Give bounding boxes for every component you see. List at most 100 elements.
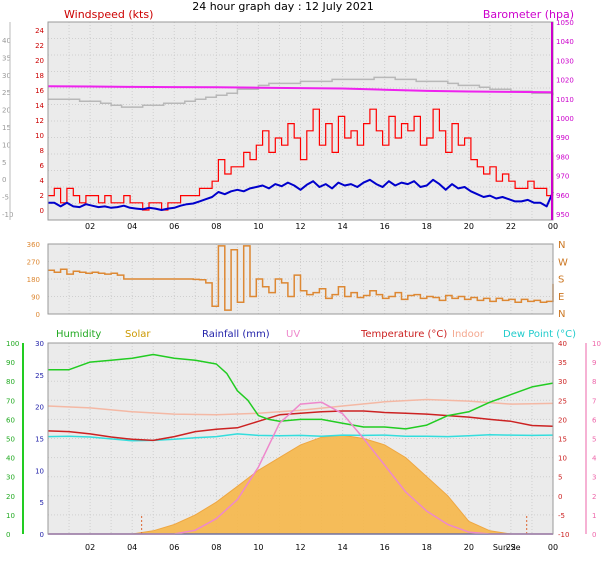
winddir-line bbox=[48, 245, 554, 311]
dew-point-line bbox=[47, 433, 554, 442]
humidity-axis-tick-label: 40 bbox=[6, 455, 15, 463]
temperature-axis-tick-label: 15 bbox=[558, 436, 567, 444]
x-tick-label: 16 bbox=[380, 543, 390, 552]
windspeed-axis-title: Windspeed (kts) bbox=[64, 8, 153, 21]
legend-item: Humidity bbox=[56, 329, 101, 340]
uv-axis-tick-label: 2 bbox=[592, 493, 596, 501]
uv-line bbox=[48, 401, 553, 535]
rain-axis-tick-label: 20 bbox=[35, 404, 44, 412]
outer-tick-label: 20 bbox=[2, 107, 11, 115]
uv-axis-tick-label: 1 bbox=[592, 512, 596, 520]
outer-tick-label: -10 bbox=[2, 211, 13, 219]
x-tick-label: 06 bbox=[169, 543, 179, 552]
windspeed-tick-label: 22 bbox=[35, 42, 44, 50]
x-tick-label: 02 bbox=[85, 222, 95, 231]
temperature-axis-tick-label: -5 bbox=[558, 512, 565, 520]
outer-tick-label: 0 bbox=[2, 176, 6, 184]
uv-axis-tick-label: 6 bbox=[592, 416, 597, 424]
x-tick-label: 00 bbox=[548, 543, 558, 552]
temperature-axis-tick-label: 20 bbox=[558, 416, 567, 424]
windspeed-tick-label: 0 bbox=[40, 207, 44, 215]
x-tick-label: 22 bbox=[506, 543, 516, 552]
outer-tick-label: 15 bbox=[2, 124, 11, 132]
x-tick-label: 00 bbox=[548, 222, 558, 231]
legend-item: Rainfall (mm) bbox=[202, 329, 270, 340]
barometer-tick-label: 960 bbox=[556, 192, 569, 200]
chart-title: 24 hour graph day : 12 July 2021 bbox=[192, 0, 374, 13]
rain-axis-tick-label: 30 bbox=[35, 340, 44, 348]
temperature-line bbox=[47, 410, 554, 442]
x-tick-label: 12 bbox=[295, 222, 305, 231]
windspeed-tick-label: 6 bbox=[40, 162, 45, 170]
temperature-axis-tick-label: 40 bbox=[558, 340, 567, 348]
windspeed-tick-label: 12 bbox=[35, 117, 44, 125]
wind-average-line bbox=[48, 178, 554, 211]
windspeed-tick-label: 4 bbox=[40, 177, 45, 185]
winddir-tick-label: 180 bbox=[27, 276, 40, 284]
x-tick-label: 08 bbox=[211, 222, 221, 231]
windspeed-tick-label: 8 bbox=[40, 147, 44, 155]
windspeed-tick-label: 20 bbox=[35, 57, 44, 65]
barometer-tick-label: 990 bbox=[556, 134, 569, 142]
rain-axis-tick-label: 15 bbox=[35, 436, 44, 444]
indoor-pressure-line bbox=[48, 76, 554, 108]
windspeed-tick-label: 16 bbox=[35, 87, 44, 95]
x-tick-label: 06 bbox=[169, 222, 179, 231]
barometer-tick-label: 1040 bbox=[556, 38, 574, 46]
windspeed-line bbox=[48, 108, 554, 211]
outer-tick-label: -5 bbox=[2, 194, 9, 202]
x-tick-label: 14 bbox=[337, 543, 347, 552]
barometer-tick-label: 1020 bbox=[556, 77, 574, 85]
x-tick-label: 12 bbox=[295, 543, 305, 552]
rain-axis-tick-label: 25 bbox=[35, 372, 44, 380]
barometer-tick-label: 1010 bbox=[556, 96, 574, 104]
x-tick-label: 08 bbox=[211, 543, 221, 552]
barometer-tick-label: 1030 bbox=[556, 57, 574, 65]
compass-tick-label: W bbox=[558, 257, 568, 268]
temperature-axis-tick-label: 30 bbox=[558, 378, 567, 386]
x-tick-label: 20 bbox=[464, 222, 474, 231]
winddir-tick-label: 360 bbox=[27, 241, 40, 249]
uv-axis-tick-label: 7 bbox=[592, 397, 596, 405]
legend-item: Solar bbox=[125, 329, 151, 340]
compass-tick-label: S bbox=[558, 275, 564, 286]
humidity-axis-tick-label: 20 bbox=[6, 493, 15, 501]
winddir-tick-label: 90 bbox=[31, 294, 40, 302]
outer-tick-label: 35 bbox=[2, 54, 11, 62]
x-tick-label: 18 bbox=[422, 543, 432, 552]
humidity-axis-tick-label: 100 bbox=[6, 340, 19, 348]
uv-axis-tick-label: 8 bbox=[592, 378, 596, 386]
rain-axis-tick-label: 0 bbox=[40, 531, 44, 539]
humidity-axis-tick-label: 60 bbox=[6, 416, 15, 424]
outer-tick-label: 25 bbox=[2, 89, 11, 97]
temperature-axis-tick-label: 5 bbox=[558, 474, 562, 482]
windspeed-tick-label: 14 bbox=[35, 102, 44, 110]
legend-item: Indoor bbox=[452, 329, 485, 340]
barometer-axis-title: Barometer (hpa) bbox=[483, 8, 574, 21]
humidity-line bbox=[48, 353, 554, 430]
barometer-tick-label: 970 bbox=[556, 173, 569, 181]
uv-axis-tick-label: 3 bbox=[592, 474, 596, 482]
outer-tick-label: 40 bbox=[2, 37, 11, 45]
rain-axis-tick-label: 10 bbox=[35, 467, 44, 475]
x-tick-label: 18 bbox=[422, 222, 432, 231]
compass-tick-label: E bbox=[558, 292, 564, 303]
barometer-tick-label: 980 bbox=[556, 153, 569, 161]
barometer-tick-label: 1000 bbox=[556, 115, 574, 123]
winddir-tick-label: 270 bbox=[27, 259, 40, 267]
indoor-temp-line bbox=[47, 398, 554, 416]
temperature-axis-tick-label: 0 bbox=[558, 493, 562, 501]
uv-axis-tick-label: 10 bbox=[592, 340, 601, 348]
windspeed-tick-label: 2 bbox=[40, 192, 44, 200]
compass-tick-label: N bbox=[558, 309, 565, 320]
outer-tick-label: 5 bbox=[2, 159, 6, 167]
humidity-axis-tick-label: 50 bbox=[6, 436, 15, 444]
x-tick-label: 10 bbox=[253, 222, 263, 231]
uv-axis-tick-label: 0 bbox=[592, 531, 596, 539]
x-tick-label: 20 bbox=[464, 543, 474, 552]
windspeed-tick-label: 18 bbox=[35, 72, 44, 80]
compass-tick-label: N bbox=[558, 240, 565, 251]
winddir-tick-label: 0 bbox=[36, 311, 40, 319]
barometer-tick-label: 1050 bbox=[556, 19, 574, 27]
